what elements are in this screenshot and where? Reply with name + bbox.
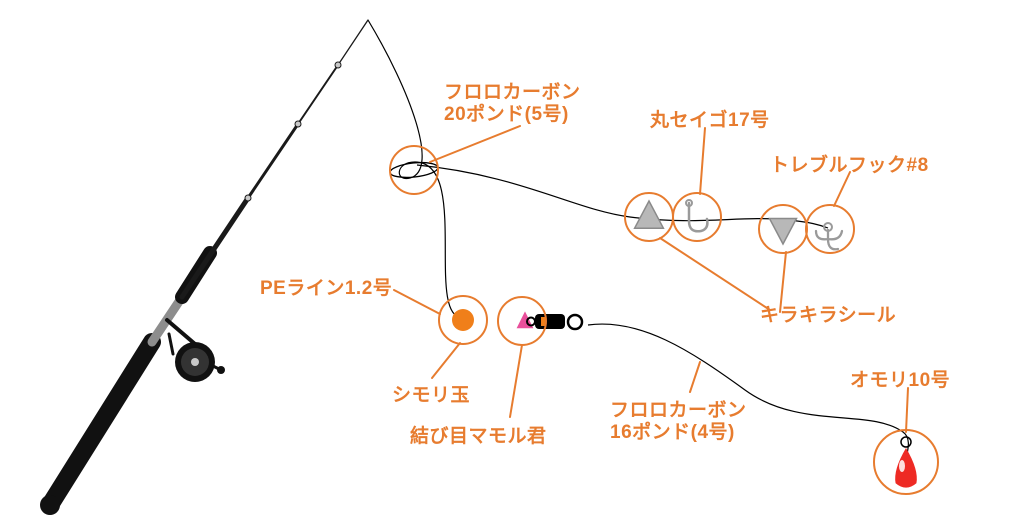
label-treble: トレブルフック#8 — [770, 155, 929, 177]
fishing-rod — [40, 20, 368, 515]
label-fluoro20: フロロカーボン 20ポンド(5号) — [444, 82, 581, 126]
label-maruseigo: 丸セイゴ17号 — [650, 110, 770, 132]
label-fluoro16: フロロカーボン 16ポンド(4号) — [610, 400, 747, 444]
loop-circle — [390, 146, 438, 194]
label-shimori: シモリ玉 — [392, 385, 470, 407]
lead-shimori — [432, 343, 460, 378]
lead-treble — [834, 172, 850, 206]
label-kirakira: キラキラシール — [760, 305, 896, 327]
label-mamoru: 結び目マモル君 — [410, 426, 547, 448]
lead-fluoro16 — [690, 362, 700, 392]
upper-branch-line — [417, 165, 828, 228]
lead-kirakira2 — [780, 252, 786, 312]
lead-pe — [394, 290, 440, 314]
label-omori: オモリ10号 — [850, 370, 950, 392]
hook1-circle — [673, 193, 721, 241]
lead-kirakira1 — [660, 238, 770, 310]
lead-mamoru — [510, 345, 522, 417]
label-pe: PEライン1.2号 — [260, 278, 392, 300]
lead-maruseigo — [700, 128, 705, 194]
lead-fluoro20 — [430, 126, 520, 162]
lead-omori — [906, 388, 908, 432]
